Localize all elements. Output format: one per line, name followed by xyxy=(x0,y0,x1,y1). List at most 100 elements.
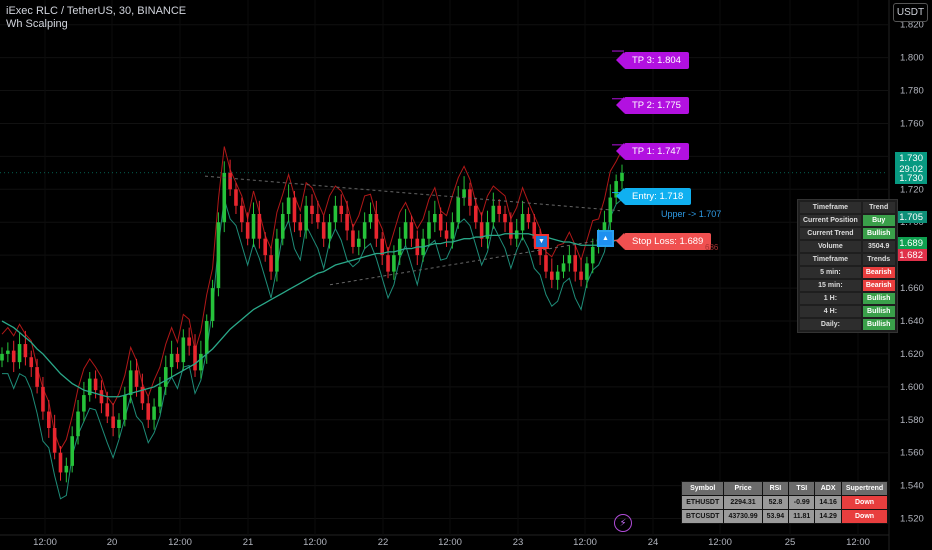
market-cell: 2294.31 xyxy=(724,496,762,509)
market-cell: 14.29 xyxy=(815,510,841,523)
candle-body xyxy=(99,390,104,404)
candle-body xyxy=(544,255,548,272)
candle-body xyxy=(485,222,490,239)
candle-body xyxy=(479,222,484,239)
time-tick-label: 12:00 xyxy=(573,537,597,548)
candle-body xyxy=(567,255,572,264)
candle-body xyxy=(17,344,22,363)
market-cell: 53.94 xyxy=(762,510,789,523)
red-price-label: 1.682 xyxy=(895,249,927,261)
candle-body xyxy=(187,337,191,346)
trend-label: Daily: xyxy=(800,319,861,330)
price-tick-label: 1.560 xyxy=(900,448,924,459)
price-tick-label: 1.620 xyxy=(900,349,924,360)
candle-body xyxy=(327,222,332,239)
candle-body xyxy=(427,222,431,239)
trend-value: Trend xyxy=(862,202,895,213)
candle-body xyxy=(210,288,215,321)
candle-body xyxy=(222,172,227,223)
market-cell: ETHUSDT xyxy=(682,496,724,509)
trend-row: Current Position Buy xyxy=(800,215,895,226)
indicator-name[interactable]: Wh Scalping xyxy=(6,18,68,30)
price-tick-label: 1.760 xyxy=(900,118,924,129)
time-tick-label: 12:00 xyxy=(303,537,327,548)
candle-body xyxy=(52,428,57,453)
candle-body xyxy=(520,214,525,231)
candle-body xyxy=(514,230,519,239)
candle-body xyxy=(298,222,303,231)
market-header: RSI xyxy=(762,482,789,495)
candle-body xyxy=(532,222,537,239)
candle-body xyxy=(345,214,349,231)
candle-body xyxy=(152,406,156,420)
candle-body xyxy=(620,172,624,182)
candle-body xyxy=(579,271,583,280)
price-tick-label: 1.660 xyxy=(900,283,924,294)
candle-body xyxy=(316,214,320,223)
candle-body xyxy=(11,350,16,363)
trend-panel: Timeframe Trend Current Position Buy Current… xyxy=(797,199,898,333)
price-tick-label: 1.820 xyxy=(900,20,924,31)
trend-value: Bullish xyxy=(862,306,895,317)
trend-row: 5 min: Bearish xyxy=(800,267,895,278)
trend-value: Bullish xyxy=(862,228,895,239)
currency-button[interactable]: USDT xyxy=(893,3,928,22)
candle-body xyxy=(123,395,127,420)
candle-body xyxy=(450,222,455,239)
price-tick-label: 1.600 xyxy=(900,382,924,393)
candle-body xyxy=(550,271,554,280)
buy-signal-marker: ▲ xyxy=(597,230,614,247)
trend-row: 1 H: Bullish xyxy=(800,293,895,304)
upper-band-line xyxy=(1,146,623,451)
trend-row: Timeframe Trend xyxy=(800,202,895,213)
lightning-icon[interactable]: ⚡ xyxy=(614,514,632,532)
candle-body xyxy=(585,263,589,280)
candle-body xyxy=(392,255,396,272)
price-tick-label: 1.720 xyxy=(900,184,924,195)
candle-body xyxy=(351,230,355,247)
trend-value: Bearish xyxy=(862,267,895,278)
market-cell: Down xyxy=(841,496,888,509)
candle-body xyxy=(175,353,180,363)
trend-row: Daily: Bullish xyxy=(800,319,895,330)
time-tick-label: 12:00 xyxy=(708,537,732,548)
candle-body xyxy=(251,214,256,239)
candle-body xyxy=(468,189,472,206)
candle-body xyxy=(64,465,69,473)
candle-body xyxy=(380,238,384,256)
time-tick-label: 12:00 xyxy=(33,537,57,548)
candle-body xyxy=(87,378,92,396)
candle-body xyxy=(181,337,186,363)
price-tick-label: 1.800 xyxy=(900,53,924,64)
candle-body xyxy=(280,214,285,239)
candle-body xyxy=(292,197,297,223)
candle-body xyxy=(304,205,308,231)
market-header: TSI xyxy=(789,482,815,495)
candle-body xyxy=(240,205,244,223)
price-tick-label: 1.780 xyxy=(900,86,924,97)
time-tick-label: 20 xyxy=(107,537,118,548)
trend-label: Timeframe xyxy=(800,254,861,265)
candle-body xyxy=(29,357,34,368)
candle-body xyxy=(46,411,51,428)
price-tick-label: 1.520 xyxy=(900,514,924,525)
candle-body xyxy=(444,230,449,239)
price-tick-label: 1.540 xyxy=(900,481,924,492)
market-cell: 11.81 xyxy=(789,510,815,523)
market-cell: -0.99 xyxy=(789,496,815,509)
last-price-label: 1.730 xyxy=(895,152,927,164)
candle-body xyxy=(41,386,45,412)
upper-price-label: 1.705 xyxy=(895,211,927,223)
trend-row: 15 min: Bearish xyxy=(800,280,895,291)
market-cell: Down xyxy=(841,510,888,523)
market-cell: 52.8 xyxy=(762,496,789,509)
tp1-label: TP 1: 1.747 xyxy=(616,143,689,160)
trend-label: Timeframe xyxy=(800,202,861,213)
time-tick-label: 21 xyxy=(243,537,254,548)
market-cell: BTCUSDT xyxy=(682,510,724,523)
candle-body xyxy=(128,370,133,396)
candle-body xyxy=(561,263,566,272)
time-tick-label: 12:00 xyxy=(846,537,870,548)
candle-body xyxy=(23,344,28,358)
